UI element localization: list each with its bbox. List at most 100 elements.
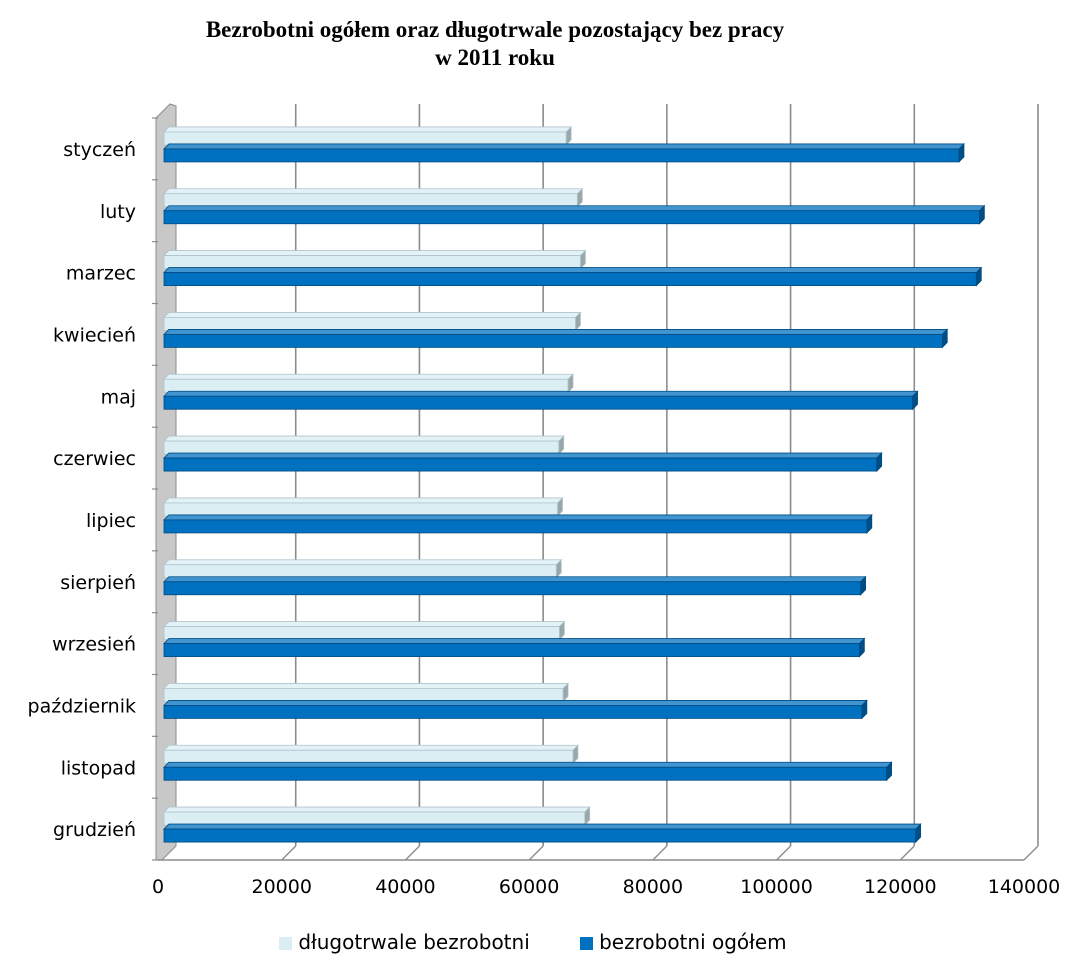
bar [163,749,574,764]
bar-end-face [860,575,866,596]
bar [163,766,888,781]
bar [163,643,860,657]
category-label: grudzień [53,819,136,841]
bar [163,626,560,640]
gridline-floor [652,845,668,861]
bar-end-face [866,513,873,534]
legend: długotrwale bezrobotni bezrobotni ogółem [0,930,1066,954]
bar-top-face [163,143,965,150]
bar-end-face [555,558,562,579]
gridline-floor [528,845,544,861]
bar-top-face [163,390,919,397]
bar-end-face [859,637,865,658]
bar [163,193,578,208]
x-tick-label: 40000 [375,876,435,898]
category-label: październik [28,695,136,717]
x-tick-label: 140000 [988,876,1061,898]
bar-top-face [163,205,986,212]
category-label: maj [101,386,136,408]
bar-end-face [979,204,985,225]
bar [163,148,960,163]
bar [163,440,560,455]
bar [163,564,557,579]
bar-end-face [876,452,883,473]
bar-end-face [941,328,948,349]
bar-end-face [576,187,583,208]
bar-top-face [163,638,866,644]
gridline-floor [776,845,792,861]
bar-top-face [163,188,584,195]
bar [163,210,980,225]
x-tick-label: 60000 [499,876,559,898]
category-label: wrzesień [52,634,136,656]
bar [163,378,569,393]
bar-top-face [163,700,868,706]
category-label: kwiecień [53,324,136,346]
bar [163,255,581,269]
bar [163,334,943,348]
legend-swatch-total [580,937,594,950]
bar-top-face [163,683,570,689]
x-tick-label: 0 [152,876,164,898]
bar-top-face [163,497,564,504]
bar-top-face [163,267,983,273]
bar-top-face [163,576,867,583]
bar [163,131,567,146]
bar-end-face [575,311,581,332]
bar-top-face [163,514,873,521]
x-tick-label: 120000 [864,876,937,898]
bar [163,811,586,826]
bar [163,272,977,286]
category-label: styczeń [63,139,136,161]
bar [163,581,862,596]
bar-end-face [886,761,892,782]
bar-top-face [163,806,591,813]
bar-top-face [163,126,573,133]
bar-end-face [559,620,565,641]
bar-top-face [163,559,563,566]
legend-label-total: bezrobotni ogółem [599,930,787,954]
chart-title-line-2: w 2011 roku [435,45,555,70]
bar-end-face [912,390,918,411]
bar-top-face [163,373,574,380]
category-label: listopad [61,757,136,779]
bar [163,519,868,534]
legend-item-long-term: długotrwale bezrobotni [279,930,530,954]
bar-end-face [558,435,565,456]
category-label: czerwiec [53,448,136,470]
bar-end-face [958,142,965,163]
bar-end-face [915,823,922,844]
gridline-floor [404,845,420,861]
bar-top-face [163,761,893,768]
bar-end-face [975,266,982,287]
bar [163,317,576,331]
bar-end-face [861,699,868,720]
bar-top-face [163,621,566,627]
legend-swatch-long-term [279,937,293,950]
category-label: sierpień [60,572,136,594]
bar [163,395,914,410]
category-label: marzec [66,263,136,285]
bar-end-face [584,806,591,827]
category-label: luty [100,201,136,223]
bar-top-face [163,329,949,335]
bar-top-face [163,250,587,256]
bar [163,502,558,517]
bar-top-face [163,744,579,751]
x-tick-label: 80000 [623,876,683,898]
bar [163,705,863,719]
category-label: lipiec [86,510,136,532]
gridline-floor [899,845,915,861]
bar-top-face [163,435,565,442]
legend-label-long-term: długotrwale bezrobotni [298,930,530,954]
bar-end-face [562,682,569,703]
gridline-floor [281,845,297,861]
chart-title: Bezrobotni ogółem oraz długotrwale pozos… [0,16,990,72]
bar-top-face [163,312,582,318]
x-tick-label: 100000 [740,876,813,898]
gridline-floor [1023,845,1039,861]
bar [163,457,878,472]
bar-top-face [163,823,922,830]
bar-end-face [557,496,563,517]
